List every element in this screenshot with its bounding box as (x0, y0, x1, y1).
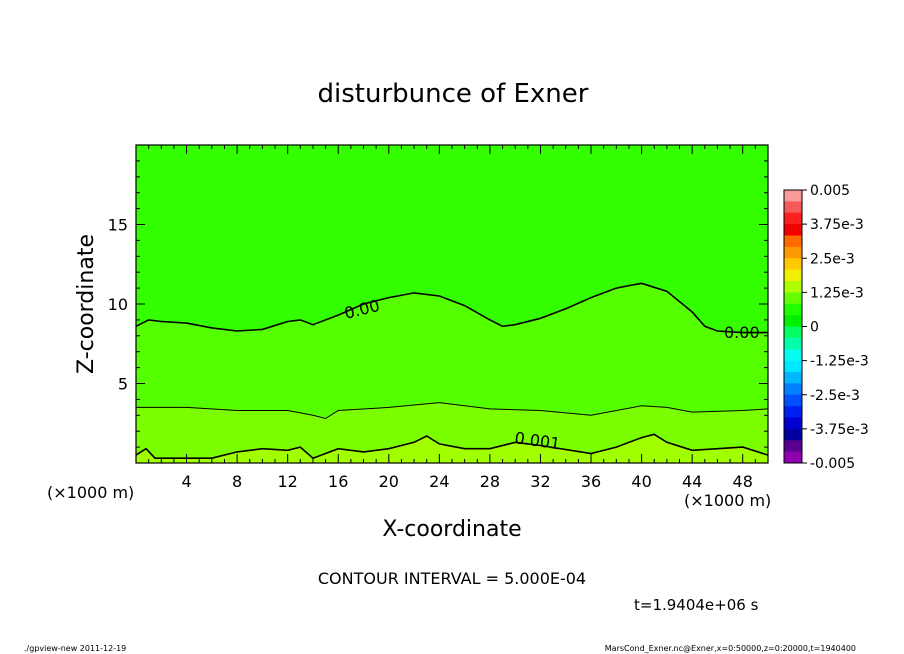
x-tick-label: 28 (480, 472, 500, 491)
colorbar-tick-label: 2.5e-3 (810, 251, 855, 267)
colorbar-swatch (784, 451, 802, 464)
colorbar-swatch (784, 315, 802, 328)
colorbar-swatch (784, 383, 802, 396)
contour-line (135, 282, 768, 334)
chart-title: disturbunce of Exner (318, 79, 589, 109)
colorbar-swatch (784, 428, 802, 441)
contour-line (136, 402, 769, 420)
colorbar-swatch (784, 190, 802, 202)
x-tick-label: 24 (429, 472, 449, 491)
x-axis-label: X-coordinate (382, 517, 521, 542)
time-text: t=1.9404e+06 s (634, 596, 759, 614)
colorbar-swatch (784, 224, 802, 237)
colorbar-tick-label: 0.005 (810, 183, 850, 199)
plot-area: 0.00 0.00 0.001 4 8 12 16 20 24 28 32 36 40 44 48 5… (108, 144, 769, 491)
x-tick-label: 48 (733, 472, 753, 491)
footer-left: ./gpview-new 2011-12-19 (24, 644, 126, 653)
y-tick-label: 15 (108, 216, 128, 235)
x-unit-note-left: (×1000 m) (47, 483, 134, 502)
contour-label: 0.00 (724, 323, 760, 342)
contour-interval-text: CONTOUR INTERVAL = 5.000E-04 (318, 569, 586, 588)
x-tick-label: 32 (530, 472, 550, 491)
x-axis: 4 8 12 16 20 24 28 32 36 40 44 48 (148, 145, 756, 491)
x-tick-label: 8 (232, 472, 242, 491)
x-tick-label: 4 (181, 472, 191, 491)
colorbar-tick-label: 1.25e-3 (810, 285, 864, 301)
colorbar: 0.005 3.75e-3 2.5e-3 1.25e-3 0 -1.25e-3 -2.5e-… (783, 183, 869, 472)
colorbar-swatch (784, 360, 802, 373)
colorbar-swatch (784, 269, 802, 282)
x-tick-label: 40 (631, 472, 651, 491)
colorbar-swatch (784, 417, 802, 430)
colorbar-swatch (784, 201, 802, 214)
contour-lines (135, 282, 769, 460)
colorbar-swatch (784, 246, 802, 259)
colorbar-tick-label: -2.5e-3 (810, 388, 860, 404)
colorbar-tick-label: 3.75e-3 (810, 217, 864, 233)
x-tick-label: 20 (379, 472, 399, 491)
colorbar-swatch (784, 372, 802, 384)
x-tick-label: 12 (278, 472, 298, 491)
colorbar-tick-label: 0 (810, 320, 819, 336)
colorbar-swatch (784, 326, 802, 339)
colorbar-swatch (784, 337, 802, 350)
y-tick-label: 10 (108, 295, 128, 314)
contour-line (135, 433, 769, 460)
colorbar-swatch (784, 349, 802, 362)
y-axis-label: Z-coordinate (74, 234, 99, 374)
colorbar-swatch (784, 258, 802, 271)
colorbar-swatch (784, 235, 802, 248)
colorbar-tick-label: -0.005 (810, 456, 855, 472)
footer-right: MarsCond_Exner.nc@Exner,x=0:50000,z=0:20… (605, 644, 856, 653)
colorbar-swatch (784, 292, 802, 305)
x-unit-note-right: (×1000 m) (684, 491, 771, 510)
colorbar-swatch (784, 440, 802, 453)
colorbar-swatch (784, 281, 802, 293)
y-axis: 5 10 15 (108, 160, 768, 448)
colorbar-swatch (784, 406, 802, 419)
field-band-bottom (136, 434, 768, 463)
colorbar-swatch (784, 394, 802, 407)
colorbar-swatch (784, 212, 802, 225)
colorbar-tick-label: -3.75e-3 (810, 422, 869, 438)
x-tick-label: 36 (581, 472, 601, 491)
colorbar-swatch (784, 303, 802, 316)
x-tick-label: 16 (328, 472, 348, 491)
x-tick-label: 44 (682, 472, 702, 491)
y-tick-label: 5 (118, 375, 128, 394)
colorbar-tick-label: -1.25e-3 (810, 354, 869, 370)
